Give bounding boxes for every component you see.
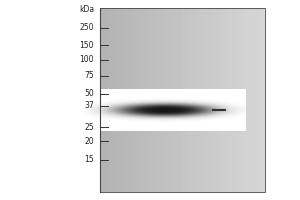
Bar [100,8,265,192]
Text: 100: 100 [80,55,94,64]
Text: 20: 20 [84,136,94,146]
Text: 150: 150 [80,40,94,49]
Text: 50: 50 [84,90,94,98]
Text: 250: 250 [80,23,94,32]
Text: kDa: kDa [79,5,94,15]
Text: 37: 37 [84,102,94,110]
Text: 15: 15 [84,156,94,164]
Text: 75: 75 [84,72,94,80]
Text: 25: 25 [84,122,94,132]
